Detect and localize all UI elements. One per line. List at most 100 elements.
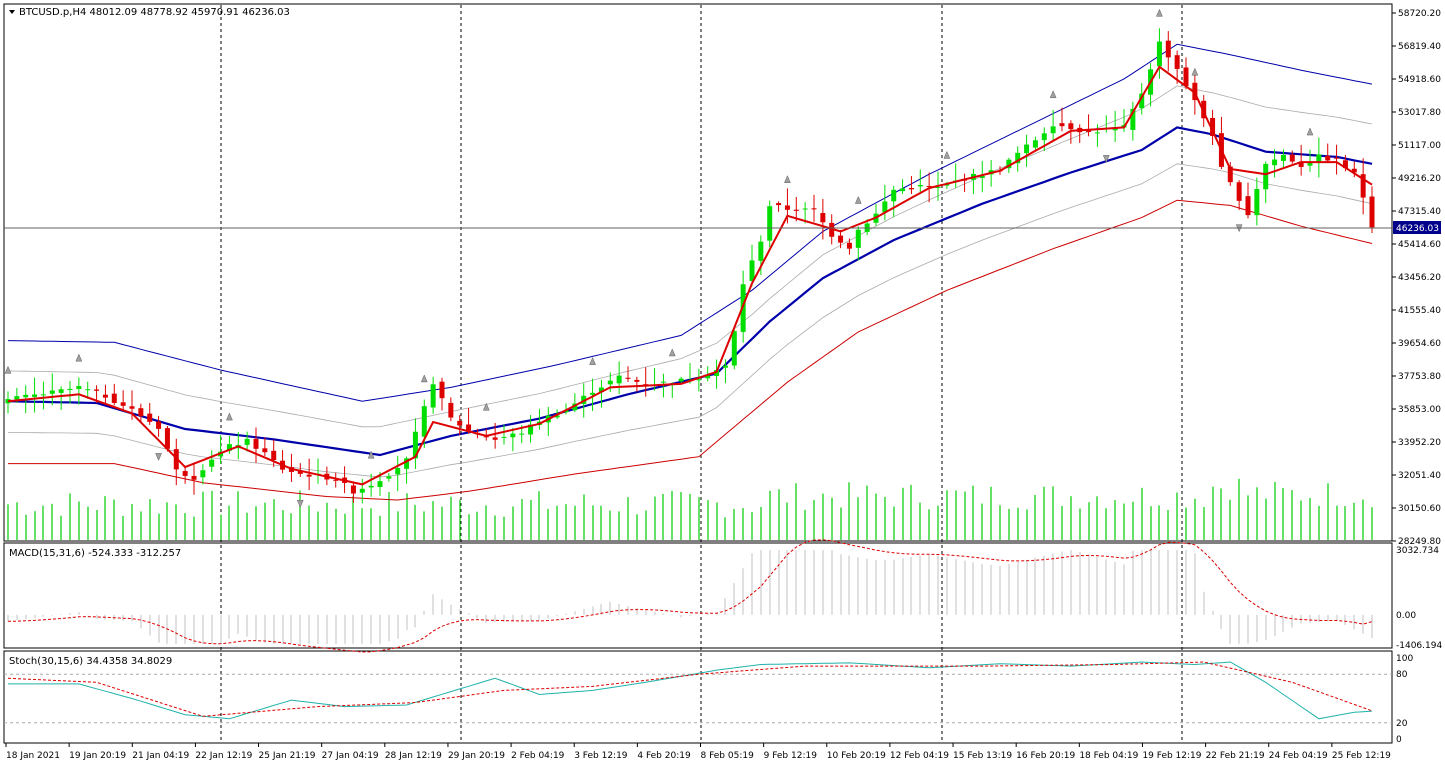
time-axis-label: 22 Jan 12:19	[195, 751, 252, 761]
candle-body	[838, 235, 844, 243]
stoch-axis-label: 0	[1396, 735, 1402, 745]
price-axis-label: 37753.80	[1398, 372, 1441, 382]
price-axis-label: 58720.20	[1398, 9, 1441, 19]
arrow-up-icon	[1191, 67, 1199, 76]
candle-body	[802, 208, 808, 210]
stoch-panel-frame	[3, 650, 1393, 744]
candle-body	[1059, 123, 1065, 127]
candle-body	[1086, 130, 1092, 132]
arrow-down-icon	[296, 499, 304, 508]
candle-body	[900, 188, 906, 192]
candle-body	[581, 395, 587, 404]
price-axis-label: 49216.20	[1398, 174, 1441, 184]
current-price-label: 46236.03	[1393, 221, 1441, 234]
candle-body	[891, 189, 897, 202]
stoch-axis-label: 80	[1396, 670, 1408, 680]
candle-body	[820, 213, 826, 223]
time-axis-label: 21 Jan 04:19	[132, 751, 189, 761]
macd-axis-label: 3032.734	[1396, 546, 1439, 556]
stoch-axis-label: 100	[1396, 654, 1413, 664]
candle-body	[714, 370, 720, 376]
time-axis-label: 15 Feb 13:19	[953, 751, 1012, 761]
macd-axis: 3032.734 0.00 -1406.194	[1396, 546, 1442, 651]
period-separators	[220, 5, 1183, 743]
arrow-up-icon	[854, 195, 862, 204]
arrow-up-icon	[226, 412, 233, 421]
price-axis-label: 32051.40	[1398, 471, 1441, 481]
price-axis-label: 51117.00	[1398, 141, 1441, 151]
candle-body	[32, 394, 38, 397]
time-axis-label: 18 Feb 04:19	[1079, 751, 1138, 761]
candle-body	[386, 476, 392, 479]
candle-body	[935, 187, 941, 189]
macd-indicator	[7, 539, 1373, 653]
candle-body	[1024, 144, 1030, 154]
candle-body	[908, 187, 914, 190]
candle-body	[882, 201, 888, 213]
stochastic-indicator	[4, 661, 1392, 724]
candle-body	[616, 375, 622, 384]
candle-body	[917, 184, 923, 187]
price-axis-label: 47315.40	[1398, 207, 1441, 217]
price-axis-label: 35853.00	[1398, 405, 1441, 415]
candle-body	[1139, 93, 1145, 109]
inner-lower-band	[7, 163, 1373, 478]
candle-body	[1165, 40, 1171, 58]
arrow-up-icon	[4, 365, 12, 374]
candle-body	[590, 392, 596, 395]
candle-body	[14, 396, 20, 400]
arrow-up-icon	[420, 374, 428, 383]
arrow-up-icon	[784, 175, 791, 183]
arrow-up-icon	[943, 150, 951, 159]
candle-body	[1316, 154, 1322, 162]
stoch-main-line	[8, 661, 1373, 720]
candle-body	[76, 386, 82, 390]
macd-panel-frame	[3, 542, 1393, 649]
candle-body	[226, 444, 232, 451]
candle-body	[660, 381, 666, 383]
volume-bars	[7, 478, 1373, 540]
candle-body	[350, 485, 356, 494]
lower-band	[8, 199, 1373, 501]
inner-upper-band	[7, 85, 1373, 428]
candle-body	[164, 428, 170, 449]
candle-body	[262, 448, 268, 453]
candle-body	[1351, 168, 1357, 173]
candle-body	[1032, 140, 1038, 148]
candle-body	[439, 381, 445, 399]
candle-body	[67, 388, 73, 391]
arrow-down-icon	[1102, 155, 1110, 164]
candle-body	[306, 474, 312, 477]
candle-body	[412, 431, 418, 459]
candle-body	[811, 208, 817, 210]
candle-body	[1156, 41, 1162, 67]
candle-body	[94, 389, 100, 391]
candle-body	[182, 471, 188, 476]
candle-body	[457, 420, 463, 426]
time-axis-label: 27 Jan 04:19	[322, 751, 379, 761]
candle-body	[1210, 117, 1216, 136]
candle-body	[793, 209, 799, 211]
candle-body	[1263, 163, 1269, 190]
candle-body	[528, 424, 534, 435]
candle-body	[501, 436, 507, 438]
triangle-down-icon[interactable]	[9, 10, 15, 14]
candle-body	[598, 387, 604, 392]
candle-body	[1050, 126, 1056, 134]
candle-body	[23, 394, 29, 398]
candle-body	[368, 485, 374, 488]
time-axis-label: 19 Jan 20:19	[69, 751, 126, 761]
candle-body	[1227, 166, 1233, 183]
candle-body	[111, 393, 117, 403]
time-axis-label: 16 Feb 20:19	[1016, 751, 1075, 761]
candle-body	[466, 424, 472, 431]
fast-moving-average	[7, 65, 1373, 486]
arrow-down-icon	[155, 453, 162, 462]
candle-body	[120, 402, 126, 406]
candle-body	[271, 450, 277, 461]
candle-body	[634, 379, 640, 382]
arrow-up-icon	[1156, 8, 1163, 17]
candle-body	[58, 389, 64, 393]
candle-body	[404, 458, 410, 469]
